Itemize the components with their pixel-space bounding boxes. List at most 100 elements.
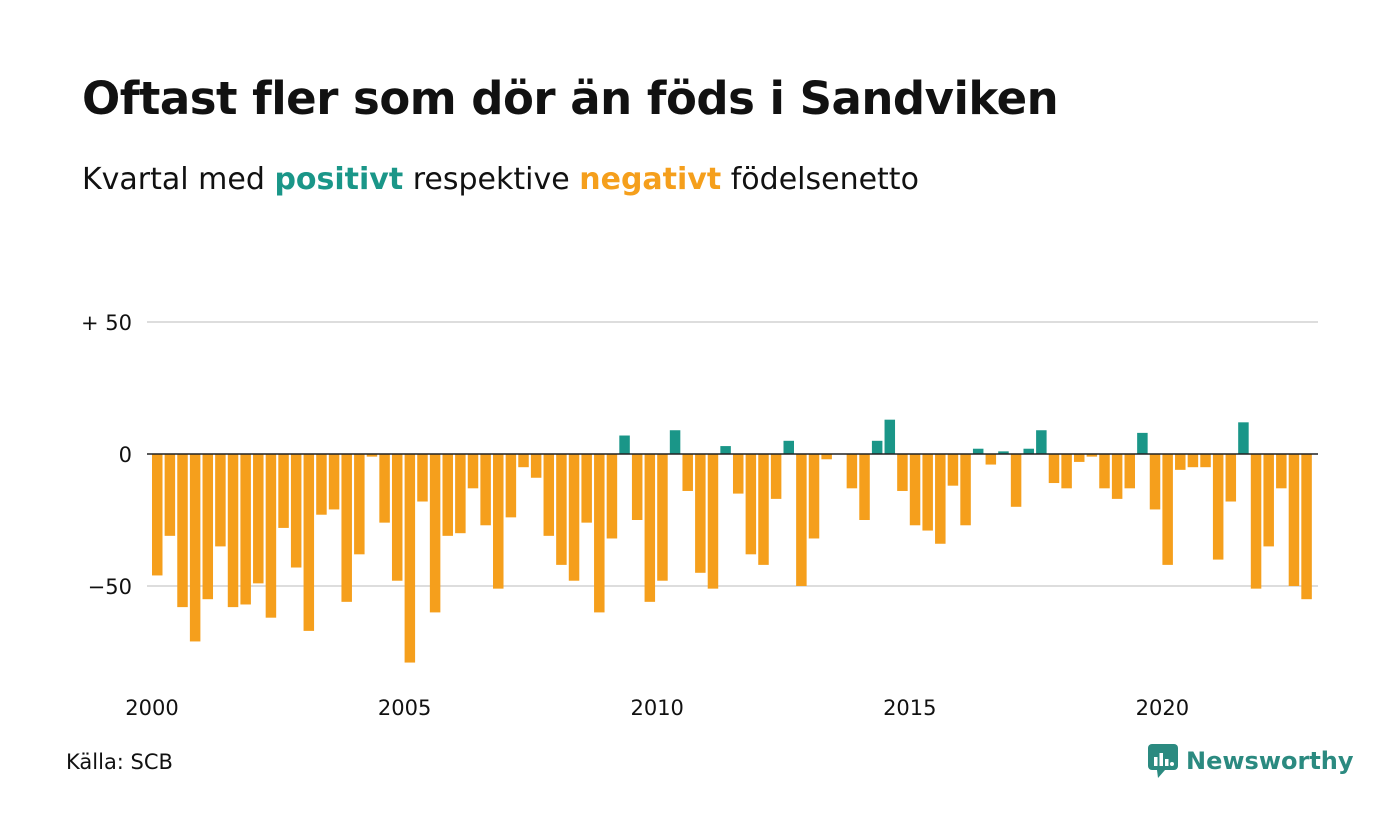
bar xyxy=(770,454,782,499)
bar xyxy=(985,454,997,465)
bar xyxy=(202,454,214,600)
subtitle-negative-word: negativt xyxy=(579,162,722,197)
subtitle-middle: respektive xyxy=(412,162,570,197)
bar xyxy=(707,454,719,589)
bar xyxy=(354,454,365,555)
bar xyxy=(1137,432,1148,454)
bar xyxy=(493,454,504,589)
bar xyxy=(1276,454,1287,489)
bar xyxy=(1149,454,1161,510)
brand-logo[interactable]: Newsworthy xyxy=(1148,744,1354,778)
bar xyxy=(594,454,605,613)
bar xyxy=(152,454,163,576)
bar xyxy=(783,440,794,454)
y-tick-label: + 50 xyxy=(81,311,132,335)
bar xyxy=(568,454,580,581)
bar xyxy=(1187,454,1199,468)
bar xyxy=(796,454,807,586)
bar xyxy=(1111,454,1123,499)
bar xyxy=(909,454,921,526)
x-tick-label: 2015 xyxy=(883,696,936,720)
bar xyxy=(290,454,302,568)
bar xyxy=(1212,454,1224,560)
subtitle-suffix: födelsenetto xyxy=(730,162,919,197)
bar xyxy=(1288,454,1300,586)
bar xyxy=(695,454,706,573)
chart-title: Oftast fler som dör än föds i Sandviken xyxy=(82,72,1059,125)
bar xyxy=(821,454,832,460)
bar xyxy=(1175,454,1186,470)
x-tick-label: 2020 xyxy=(1136,696,1189,720)
bar xyxy=(972,448,984,454)
bar xyxy=(480,454,491,526)
bar xyxy=(1225,454,1237,502)
bar xyxy=(227,454,239,608)
y-tick-label: 0 xyxy=(119,443,132,467)
subtitle-positive-word: positivt xyxy=(274,162,404,197)
brand-name: Newsworthy xyxy=(1186,747,1354,775)
bar xyxy=(1250,454,1262,589)
bar xyxy=(644,454,656,602)
bar xyxy=(530,454,542,478)
bar xyxy=(189,454,201,642)
bar xyxy=(897,454,908,491)
bar xyxy=(758,454,769,565)
bar xyxy=(341,454,352,602)
source-note: Källa: SCB xyxy=(66,750,173,774)
bar xyxy=(505,454,517,518)
bar xyxy=(1073,454,1085,462)
x-axis-labels: 2000 2005 2010 2015 2020 xyxy=(125,696,1189,720)
bar xyxy=(366,454,378,457)
x-tick-label: 2000 xyxy=(125,696,178,720)
bar xyxy=(1099,454,1110,489)
bar xyxy=(253,454,264,584)
bar xyxy=(960,454,971,526)
x-tick-label: 2010 xyxy=(630,696,683,720)
bar xyxy=(404,454,416,663)
bar xyxy=(922,454,933,531)
bar xyxy=(1162,454,1173,565)
bar xyxy=(215,454,226,547)
bar xyxy=(1238,422,1249,454)
bar xyxy=(556,454,567,565)
bar xyxy=(328,454,340,510)
bar xyxy=(935,454,946,544)
bar xyxy=(606,454,618,539)
bar xyxy=(429,454,441,613)
bar xyxy=(884,419,896,454)
bar xyxy=(316,454,327,515)
bar xyxy=(379,454,390,523)
bar xyxy=(682,454,693,491)
bar xyxy=(455,454,466,534)
bar xyxy=(1036,430,1047,454)
bar xyxy=(240,454,251,605)
bar xyxy=(164,454,176,536)
bar xyxy=(1010,454,1022,507)
bar xyxy=(518,454,529,468)
bar xyxy=(846,454,858,489)
bar xyxy=(278,454,289,528)
bar xyxy=(1061,454,1072,489)
y-tick-label: −50 xyxy=(88,575,132,599)
bar xyxy=(859,454,870,520)
bar xyxy=(543,454,555,536)
bar xyxy=(871,440,883,454)
bar xyxy=(947,454,959,486)
bar xyxy=(1301,454,1312,600)
bar xyxy=(417,454,428,502)
y-axis-labels: + 50 0 −50 xyxy=(81,311,132,599)
bar xyxy=(1200,454,1211,468)
bar xyxy=(303,454,315,631)
bar xyxy=(1086,454,1098,457)
bar xyxy=(1023,448,1034,454)
bar xyxy=(177,454,188,608)
chart-subtitle: Kvartal med positivt respektive negativt… xyxy=(82,162,919,197)
newsworthy-logo-icon xyxy=(1148,744,1178,778)
bar xyxy=(631,454,643,520)
bars xyxy=(152,419,1312,663)
bar xyxy=(720,446,731,454)
bar xyxy=(732,454,744,494)
bar xyxy=(657,454,668,581)
bar xyxy=(808,454,820,539)
